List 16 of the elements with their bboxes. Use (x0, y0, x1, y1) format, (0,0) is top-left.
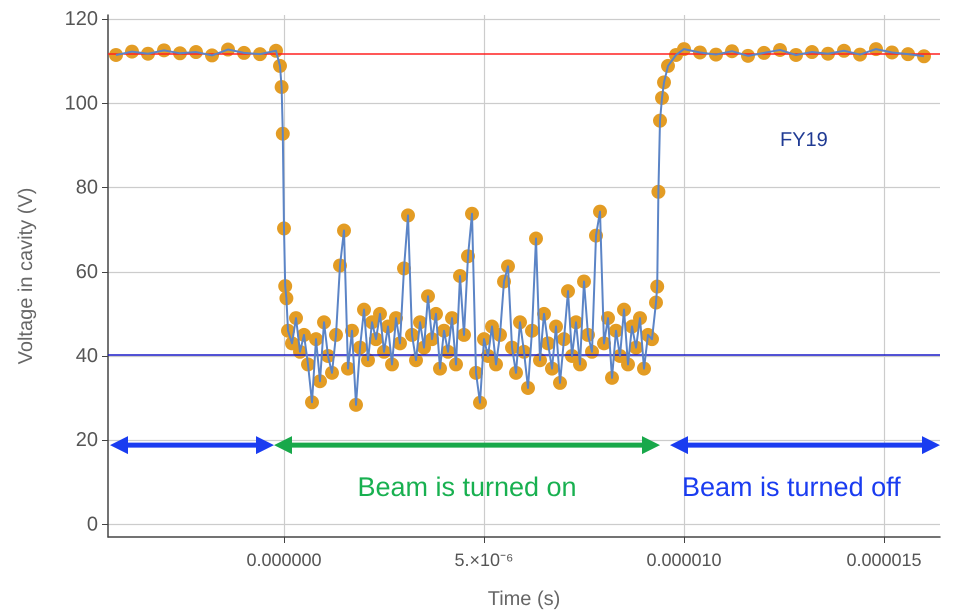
y-tick-label: 120 (64, 8, 98, 30)
x-tick-label: 5.×10⁻⁶ (454, 550, 514, 570)
y-tick-label: 20 (76, 429, 98, 452)
y-tick-label: 60 (76, 260, 98, 283)
y-tick-label: 100 (64, 92, 98, 114)
annotation: FY19 (780, 129, 828, 151)
x-axis-title: Time (s) (488, 588, 560, 610)
annotation: Beam is turned on (357, 472, 577, 502)
y-tick-label: 80 (76, 176, 98, 199)
annotation: Beam is turned off (682, 472, 902, 502)
x-tick-label: 0.000010 (646, 550, 722, 570)
y-axis-title: Voltage in cavity (V) (15, 188, 37, 364)
x-tick-label: 0.000000 (246, 550, 322, 570)
y-tick-label: 40 (76, 344, 98, 367)
y-tick-label: 0 (86, 513, 98, 536)
x-tick-label: 0.000015 (846, 550, 922, 570)
